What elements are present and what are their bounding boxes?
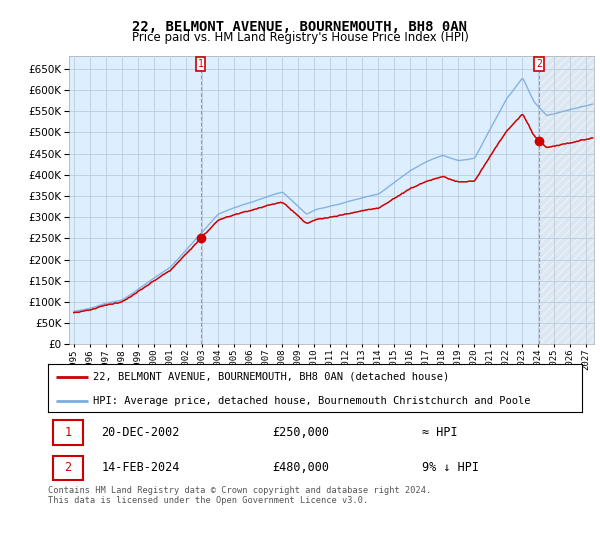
Text: 9% ↓ HPI: 9% ↓ HPI bbox=[422, 461, 479, 474]
Text: 14-FEB-2024: 14-FEB-2024 bbox=[101, 461, 180, 474]
FancyBboxPatch shape bbox=[53, 420, 83, 445]
FancyBboxPatch shape bbox=[53, 456, 83, 480]
Text: £480,000: £480,000 bbox=[272, 461, 329, 474]
Bar bbox=[541, 56, 594, 344]
Text: 2: 2 bbox=[64, 461, 71, 474]
Text: 2: 2 bbox=[536, 59, 542, 69]
Text: 22, BELMONT AVENUE, BOURNEMOUTH, BH8 0AN: 22, BELMONT AVENUE, BOURNEMOUTH, BH8 0AN bbox=[133, 20, 467, 34]
Text: 1: 1 bbox=[197, 59, 203, 69]
Text: 20-DEC-2002: 20-DEC-2002 bbox=[101, 426, 180, 439]
Text: ≈ HPI: ≈ HPI bbox=[422, 426, 457, 439]
Bar bbox=[541, 56, 594, 344]
Text: Contains HM Land Registry data © Crown copyright and database right 2024.
This d: Contains HM Land Registry data © Crown c… bbox=[48, 486, 431, 506]
Text: HPI: Average price, detached house, Bournemouth Christchurch and Poole: HPI: Average price, detached house, Bour… bbox=[94, 396, 531, 406]
Text: 1: 1 bbox=[64, 426, 71, 439]
Text: Price paid vs. HM Land Registry's House Price Index (HPI): Price paid vs. HM Land Registry's House … bbox=[131, 31, 469, 44]
Text: 22, BELMONT AVENUE, BOURNEMOUTH, BH8 0AN (detached house): 22, BELMONT AVENUE, BOURNEMOUTH, BH8 0AN… bbox=[94, 372, 449, 382]
Text: £250,000: £250,000 bbox=[272, 426, 329, 439]
